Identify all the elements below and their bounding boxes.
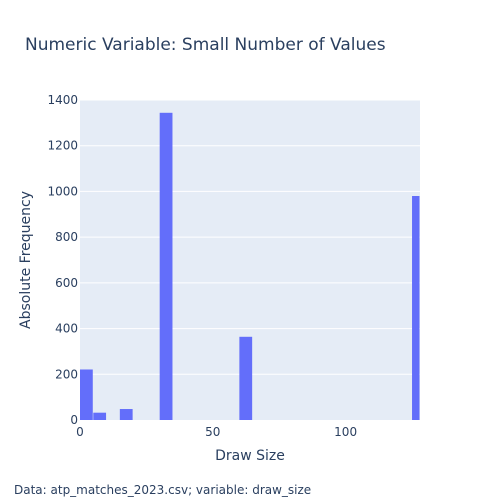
y-tick-label: 1400 [47, 93, 78, 107]
histogram-bar [159, 112, 173, 421]
y-tick-label: 600 [55, 276, 78, 290]
y-tick-label: 200 [55, 367, 78, 381]
histogram-bar [119, 409, 133, 420]
y-tick-label: 1200 [47, 139, 78, 153]
y-tick-label: 400 [55, 322, 78, 336]
y-axis-label: Absolute Frequency [18, 191, 34, 329]
x-tick-labels: 0 50 100 [76, 425, 357, 439]
y-tick-labels: 0 200 400 600 800 1000 1200 1400 [47, 93, 78, 427]
histogram-bar [412, 196, 420, 420]
x-tick-label: 50 [205, 425, 220, 439]
y-gridlines [80, 99, 420, 375]
x-axis-label: Draw Size [215, 448, 285, 464]
histogram-bar [80, 369, 93, 420]
x-tick-label: 100 [334, 425, 357, 439]
histogram-bar [93, 412, 107, 420]
bars [80, 112, 420, 421]
x-tick-label: 0 [76, 425, 84, 439]
data-source-caption: Data: atp_matches_2023.csv; variable: dr… [14, 483, 311, 497]
y-tick-label: 800 [55, 230, 78, 244]
histogram-bar [239, 336, 253, 420]
chart-title: Numeric Variable: Small Number of Values [25, 35, 386, 55]
y-tick-label: 1000 [47, 184, 78, 198]
y-tick-label: 0 [70, 413, 78, 427]
